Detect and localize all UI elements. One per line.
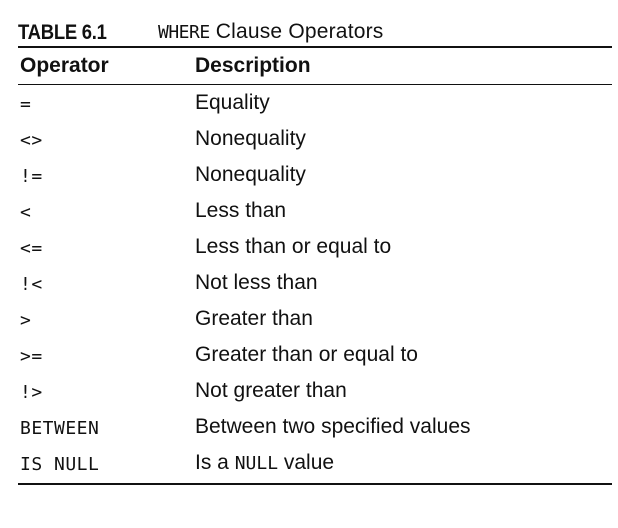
operator-cell: !< <box>20 274 43 295</box>
description-cell: Greater than <box>195 307 313 330</box>
description-cell: Not less than <box>195 271 318 294</box>
table-title-code: WHERE <box>158 22 210 43</box>
table-header-row: Operator Description <box>18 48 612 84</box>
operator-cell: BETWEEN <box>20 418 100 439</box>
description-cell: Nonequality <box>195 163 306 186</box>
operator-cell: != <box>20 166 43 187</box>
operator-cell: = <box>20 94 32 115</box>
table-row: BETWEEN Between two specified values <box>18 409 612 445</box>
description-cell: Nonequality <box>195 127 306 150</box>
table-title: WHERE Clause Operators <box>158 20 384 44</box>
description-cell: Is a NULL value <box>195 451 334 475</box>
operator-cell: > <box>20 310 32 331</box>
description-cell: Less than <box>195 199 287 222</box>
table-row: !> Not greater than <box>18 373 612 409</box>
operators-table: TABLE 6.1 WHERE Clause Operators Operato… <box>18 20 612 485</box>
table-row: > Greater than <box>18 301 612 337</box>
table-row: <> Nonequality <box>18 121 612 157</box>
table-row: <= Less than or equal to <box>18 229 612 265</box>
table-row: != Nonequality <box>18 157 612 193</box>
top-rule <box>18 46 612 48</box>
description-cell: Not greater than <box>195 379 347 402</box>
table-title-text: Clause Operators <box>209 20 384 43</box>
table-number: TABLE 6.1 <box>18 21 107 44</box>
header-operator: Operator <box>20 54 109 77</box>
table-row: !< Not less than <box>18 265 612 301</box>
table-row: < Less than <box>18 193 612 229</box>
operator-cell: <= <box>20 238 43 259</box>
operator-cell: IS NULL <box>20 454 100 475</box>
description-cell: Between two specified values <box>195 415 471 438</box>
description-cell: Less than or equal to <box>195 235 392 258</box>
operator-cell: >= <box>20 346 43 367</box>
header-description: Description <box>195 54 311 77</box>
description-suffix: value <box>278 451 335 474</box>
description-cell: Greater than or equal to <box>195 343 418 366</box>
operator-cell: < <box>20 202 32 223</box>
operator-cell: <> <box>20 130 43 151</box>
header-rule <box>18 84 612 85</box>
operator-cell: !> <box>20 382 43 403</box>
description-cell: Equality <box>195 91 270 114</box>
table-row: = Equality <box>18 85 612 121</box>
table-row: IS NULL Is a NULL value <box>18 445 612 481</box>
table-caption: TABLE 6.1 WHERE Clause Operators <box>18 20 612 44</box>
bottom-rule <box>18 483 612 485</box>
description-prefix: Is a <box>195 451 235 474</box>
table-row: >= Greater than or equal to <box>18 337 612 373</box>
description-code: NULL <box>234 453 279 474</box>
